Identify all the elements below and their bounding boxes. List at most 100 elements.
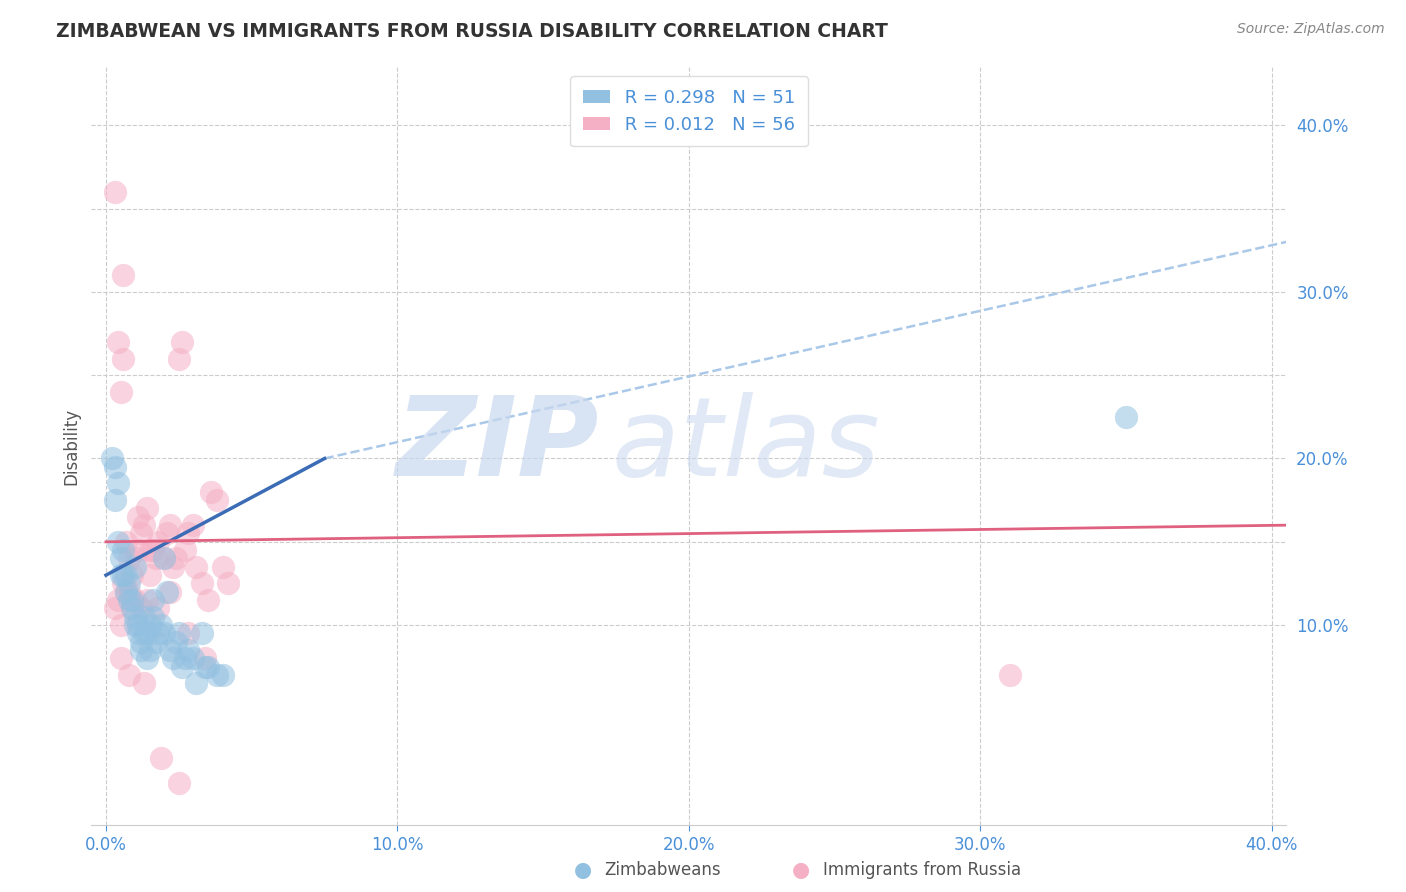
Point bbox=[107, 534, 129, 549]
Point bbox=[112, 268, 135, 283]
Point bbox=[104, 185, 127, 199]
Point bbox=[110, 618, 132, 632]
Point bbox=[101, 451, 124, 466]
Point bbox=[170, 660, 193, 674]
Legend:  R = 0.298   N = 51,  R = 0.012   N = 56: R = 0.298 N = 51, R = 0.012 N = 56 bbox=[569, 76, 808, 146]
Point bbox=[176, 643, 198, 657]
Point bbox=[132, 518, 155, 533]
Point bbox=[197, 593, 219, 607]
Point bbox=[110, 568, 132, 582]
Y-axis label: Disability: Disability bbox=[62, 408, 80, 484]
Point bbox=[127, 543, 149, 558]
Point bbox=[191, 626, 214, 640]
Point bbox=[173, 543, 195, 558]
Text: Source: ZipAtlas.com: Source: ZipAtlas.com bbox=[1237, 22, 1385, 37]
Point bbox=[142, 543, 165, 558]
Point bbox=[148, 534, 170, 549]
Point bbox=[194, 651, 217, 665]
Point bbox=[127, 509, 149, 524]
Point bbox=[118, 584, 141, 599]
Point bbox=[153, 626, 176, 640]
Text: ●: ● bbox=[575, 860, 592, 880]
Point bbox=[124, 593, 146, 607]
Point bbox=[167, 626, 190, 640]
Point bbox=[1115, 409, 1137, 424]
Point bbox=[142, 609, 165, 624]
Point bbox=[142, 593, 165, 607]
Point bbox=[170, 334, 193, 349]
Point bbox=[148, 601, 170, 615]
Point bbox=[121, 593, 143, 607]
Point bbox=[145, 635, 167, 649]
Point bbox=[186, 559, 208, 574]
Point bbox=[183, 518, 205, 533]
Point bbox=[115, 584, 138, 599]
Point bbox=[167, 776, 190, 790]
Point bbox=[118, 551, 141, 566]
Text: ZIMBABWEAN VS IMMIGRANTS FROM RUSSIA DISABILITY CORRELATION CHART: ZIMBABWEAN VS IMMIGRANTS FROM RUSSIA DIS… bbox=[56, 22, 889, 41]
Point bbox=[135, 651, 157, 665]
Point bbox=[129, 643, 152, 657]
Point bbox=[107, 593, 129, 607]
Text: Zimbabweans: Zimbabweans bbox=[605, 861, 721, 879]
Text: ●: ● bbox=[793, 860, 810, 880]
Point bbox=[127, 626, 149, 640]
Point bbox=[211, 559, 233, 574]
Text: ZIP: ZIP bbox=[396, 392, 599, 500]
Point bbox=[110, 384, 132, 399]
Point bbox=[132, 626, 155, 640]
Point bbox=[115, 584, 138, 599]
Point bbox=[211, 668, 233, 682]
Point bbox=[124, 609, 146, 624]
Point bbox=[205, 668, 228, 682]
Point bbox=[115, 568, 138, 582]
Text: atlas: atlas bbox=[612, 392, 880, 500]
Point bbox=[124, 559, 146, 574]
Point bbox=[104, 493, 127, 508]
Point bbox=[150, 618, 173, 632]
Point bbox=[118, 668, 141, 682]
Point bbox=[159, 518, 181, 533]
Point bbox=[205, 493, 228, 508]
Point bbox=[115, 534, 138, 549]
Point bbox=[112, 568, 135, 582]
Point bbox=[110, 651, 132, 665]
Point bbox=[176, 526, 198, 541]
Point bbox=[129, 635, 152, 649]
Point bbox=[200, 484, 222, 499]
Point bbox=[135, 593, 157, 607]
Point bbox=[107, 334, 129, 349]
Point bbox=[138, 618, 160, 632]
Point bbox=[156, 526, 179, 541]
Point bbox=[217, 576, 239, 591]
Point bbox=[110, 551, 132, 566]
Point bbox=[107, 476, 129, 491]
Point bbox=[135, 501, 157, 516]
Point bbox=[121, 568, 143, 582]
Point bbox=[124, 551, 146, 566]
Point bbox=[121, 601, 143, 615]
Point bbox=[112, 576, 135, 591]
Point bbox=[127, 618, 149, 632]
Point bbox=[132, 609, 155, 624]
Point bbox=[167, 351, 190, 366]
Point bbox=[145, 551, 167, 566]
Point bbox=[173, 651, 195, 665]
Point bbox=[165, 635, 187, 649]
Point bbox=[118, 576, 141, 591]
Point bbox=[104, 601, 127, 615]
Point bbox=[148, 626, 170, 640]
Point bbox=[156, 584, 179, 599]
Point bbox=[162, 651, 184, 665]
Text: Immigrants from Russia: Immigrants from Russia bbox=[823, 861, 1021, 879]
Point bbox=[129, 526, 152, 541]
Point bbox=[118, 593, 141, 607]
Point bbox=[135, 626, 157, 640]
Point bbox=[183, 651, 205, 665]
Point bbox=[194, 660, 217, 674]
Point bbox=[176, 626, 198, 640]
Point bbox=[150, 751, 173, 765]
Point bbox=[138, 568, 160, 582]
Point bbox=[121, 601, 143, 615]
Point bbox=[197, 660, 219, 674]
